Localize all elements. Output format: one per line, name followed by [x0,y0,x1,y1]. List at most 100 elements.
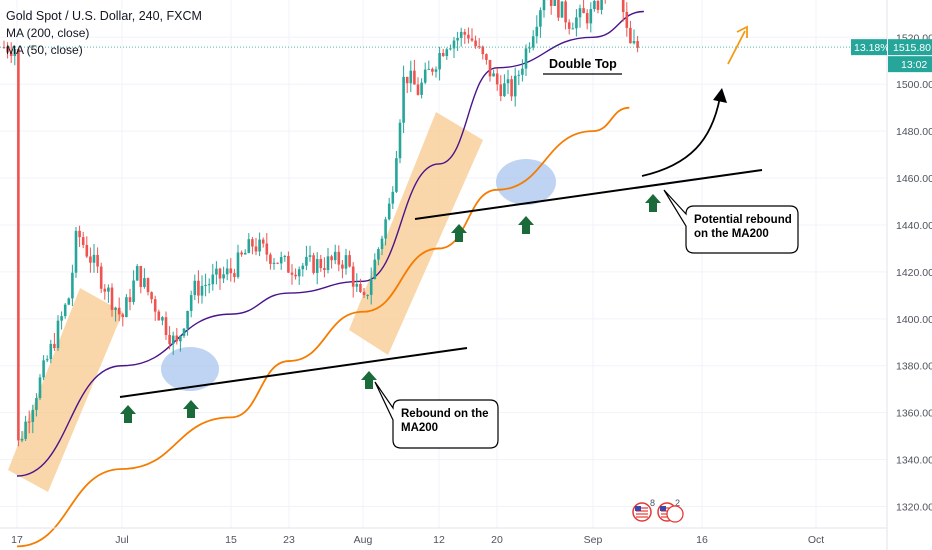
candle-body [117,307,121,315]
consolidation-circle [161,347,219,391]
event-count: 8 [650,498,655,508]
candle-body [488,59,492,77]
ma200-curve [16,106,630,548]
up-arrow-icon [451,224,467,242]
channel-highlight [8,288,123,492]
candle-body [542,0,546,11]
candlesticks [2,0,639,447]
candle-body [9,52,13,57]
time-tick-label: 12 [433,534,445,546]
price-tick-label: 1420.00 [896,267,932,279]
candle-body [2,47,6,49]
candle-body [197,280,200,296]
candle-body [531,36,535,48]
candle-body [513,75,517,97]
candle-body [438,53,441,70]
candle-body [474,40,477,47]
pct-label: 13.18% [854,42,890,54]
candle-body [161,317,164,321]
candle-body [150,292,153,300]
time-tick-label: Sep [584,534,603,546]
candle-body [96,254,99,267]
candle-body [56,320,60,349]
candle-body [225,268,229,275]
candle-body [596,0,600,10]
candle-body [557,0,560,18]
candle-body [348,255,351,267]
candle-body [575,17,578,29]
ma50-curve [16,10,644,477]
flag-canton [660,506,666,511]
candle-body [481,46,485,55]
callout-rebound-box [374,381,499,449]
candle-body [71,272,74,299]
candle-body [589,9,593,24]
candle-body [333,251,337,261]
candle-body [35,398,38,410]
price-axis[interactable]: 1320.00 1340.00 1360.00 1380.00 1400.00 1420.… [851,0,932,550]
candle-body [78,230,81,238]
ma50-legend[interactable]: MA (50, close) [6,43,83,57]
price-tick-label: 1460.00 [896,173,932,185]
candle-body [330,256,333,261]
us-flag-icon [666,505,684,523]
candle-body [560,1,564,18]
candle-body [441,53,445,57]
candle-body [517,74,521,76]
ma200-legend[interactable]: MA (200, close) [6,26,90,40]
candle-body [24,421,27,439]
candle-body [326,256,330,271]
pct-tag [851,39,887,56]
candle-body [171,335,175,345]
candle-body [632,41,636,44]
candle-body [218,268,222,279]
candle-body [164,317,168,335]
candle-body [6,47,9,53]
candle-body [434,69,438,72]
candle-body [420,82,423,95]
candle-body [287,256,290,273]
countdown-label: 13:02 [901,59,927,71]
time-axis[interactable]: 17 Jul 15 23 Aug 12 20 Sep 16 Oct [0,527,887,546]
candle-body [485,54,488,60]
candle-body [452,40,456,49]
callout-rebound-text: Rebound on the [401,408,489,420]
candle-body [243,252,247,255]
candle-body [42,360,45,378]
candle-body [413,70,416,85]
candle-body [193,280,197,296]
candle-body [593,0,596,10]
candle-body [125,297,128,318]
candle-body [107,287,110,292]
candle-body [168,334,171,345]
candle-body [549,0,553,6]
candle-body [92,254,96,263]
candle-body [380,238,384,250]
candle-body [521,68,524,75]
price-tick-label: 1340.00 [896,455,932,467]
candle-body [355,284,359,287]
candle-body [553,0,557,6]
candle-body [578,8,582,18]
price-tick-label: 1440.00 [896,220,932,232]
candle-body [189,295,193,311]
time-tick-label: 17 [11,534,23,546]
chart-legend: Gold Spot / U.S. Dollar, 240, FXCM MA (2… [6,8,202,59]
candle-body [128,297,132,303]
consolidation-circle [496,159,556,205]
candle-body [362,291,366,296]
price-tick-label: 1380.00 [896,361,932,373]
consolidation-circles [161,159,556,391]
countdown-tag [888,56,932,73]
candle-body [337,251,341,265]
candle-body [60,316,63,321]
symbol-title[interactable]: Gold Spot / U.S. Dollar, 240, FXCM [6,9,202,23]
candle-body [369,279,373,295]
candle-body [200,285,204,296]
candle-body [297,269,301,277]
candle-body [416,84,420,95]
candle-body [269,254,272,264]
candle-body [524,48,528,69]
